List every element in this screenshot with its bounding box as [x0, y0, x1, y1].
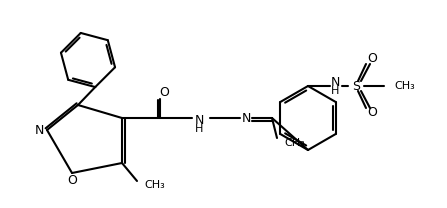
Text: N: N	[194, 114, 204, 128]
Text: N: N	[34, 124, 44, 136]
Text: H: H	[331, 86, 339, 96]
Text: O: O	[367, 52, 377, 66]
Text: CH₃: CH₃	[144, 180, 165, 190]
Text: N: N	[241, 111, 251, 125]
Text: CH₃: CH₃	[284, 138, 305, 148]
Text: O: O	[67, 175, 77, 187]
Text: N: N	[330, 76, 340, 88]
Text: O: O	[367, 106, 377, 120]
Text: H: H	[195, 124, 203, 134]
Text: CH₃: CH₃	[394, 81, 415, 91]
Text: O: O	[159, 85, 169, 99]
Text: S: S	[352, 79, 360, 93]
